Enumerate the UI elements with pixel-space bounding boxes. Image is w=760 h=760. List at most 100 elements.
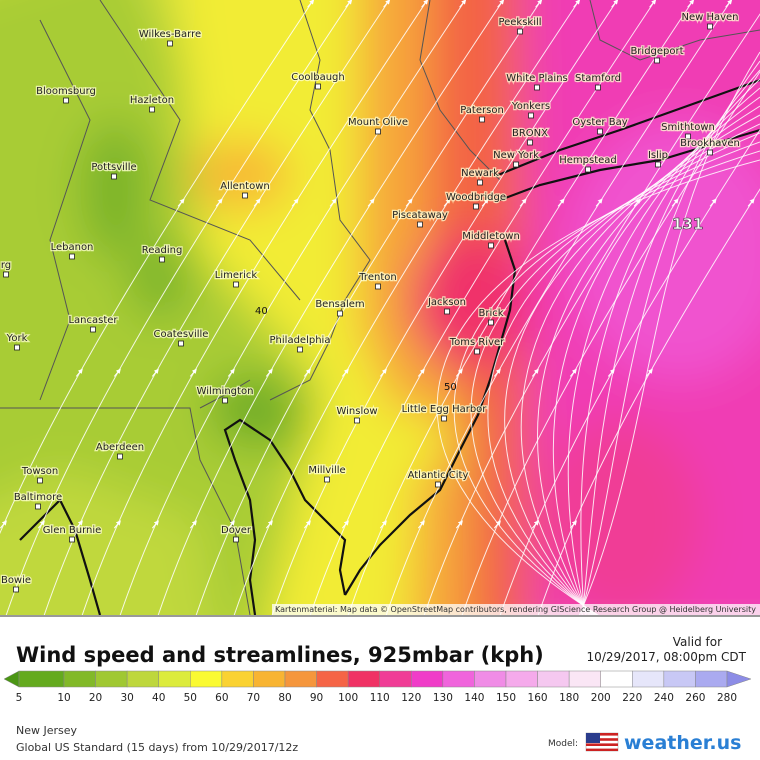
stream-arrow (493, 520, 501, 529)
stream-arrow (519, 198, 527, 207)
legend-label: 10 (57, 692, 70, 704)
stream-arrow (671, 198, 679, 207)
stream-arrow (481, 198, 489, 207)
city-label: White Plains (506, 73, 568, 84)
legend-label: 120 (401, 692, 421, 704)
city-dot (13, 586, 19, 593)
city-dot (117, 453, 123, 460)
streamline (537, 188, 760, 615)
city-label: Oyster Bay (572, 117, 627, 128)
legend-swatch (284, 670, 317, 688)
city-dot (597, 128, 603, 135)
city-dot (528, 112, 534, 119)
legend-high (726, 670, 752, 688)
stream-arrow (747, 198, 755, 207)
city-label: Middletown (462, 231, 520, 242)
stream-arrow (341, 368, 349, 377)
stream-arrow (151, 520, 159, 529)
streamline (309, 0, 656, 615)
city-label: Peekskill (498, 17, 541, 28)
city-dot (655, 161, 661, 168)
stream-arrow (645, 368, 653, 377)
city-label: Yonkers (511, 101, 550, 112)
city-label: Stamford (575, 73, 621, 84)
stream-arrow (595, 198, 603, 207)
city-dot (488, 242, 494, 249)
legend-label: 20 (89, 692, 102, 704)
city-label: Lancaster (68, 315, 118, 326)
stream-arrow (303, 368, 311, 377)
city-label: Piscataway (392, 210, 448, 221)
max-label: 131 (672, 215, 703, 233)
legend-swatch (411, 670, 444, 688)
contour-label: 40 (255, 306, 268, 317)
city-dot (685, 133, 691, 140)
stream-arrow (0, 520, 7, 529)
legend-label: 5 (16, 692, 23, 704)
city-dot (479, 116, 485, 123)
city-label: New Haven (681, 12, 738, 23)
city-dot (435, 481, 441, 488)
stream-arrow (443, 198, 451, 207)
city-label: rg (1, 260, 11, 271)
city-label: Newark (461, 168, 499, 179)
city-dot (444, 308, 450, 315)
city-label: Smithtown (661, 122, 715, 133)
streamline (580, 78, 760, 615)
stream-arrow (633, 198, 641, 207)
city-dot (417, 221, 423, 228)
city-dot (14, 344, 20, 351)
legend-label: 40 (152, 692, 165, 704)
borders (0, 0, 760, 615)
city-dot (233, 536, 239, 543)
streamline (157, 0, 504, 615)
contour-label: 50 (444, 382, 457, 393)
city-dot (474, 348, 480, 355)
legend-swatch (568, 670, 601, 688)
city-dot (375, 128, 381, 135)
city-dot (375, 283, 381, 290)
region: New Jersey (16, 724, 78, 737)
city-label: Coolbaugh (291, 72, 345, 83)
stream-arrow (607, 368, 615, 377)
city-dot (149, 106, 155, 113)
city-dot (707, 149, 713, 156)
streamline (453, 150, 760, 615)
stream-arrow (37, 520, 45, 529)
city-label: Bowie (1, 575, 31, 586)
stream-arrow (531, 368, 539, 377)
city-dot (488, 319, 494, 326)
legend-label: 240 (654, 692, 674, 704)
streamline (436, 159, 760, 615)
legend-swatch (537, 670, 570, 688)
city-dot (167, 40, 173, 47)
stream-arrow (113, 368, 121, 377)
city-label: Brick (478, 308, 503, 319)
legend-label: 90 (310, 692, 323, 704)
stream-arrow (291, 198, 299, 207)
stream-arrow (405, 198, 413, 207)
city-dot (585, 166, 591, 173)
stream-arrow (265, 520, 273, 529)
streamline (470, 141, 760, 615)
streamline (504, 123, 760, 615)
streamline (271, 0, 618, 615)
streamline (0, 0, 314, 535)
streamline (5, 0, 352, 615)
city-dot (337, 310, 343, 317)
city-label: Towson (21, 466, 58, 477)
legend-swatch (347, 670, 380, 688)
stream-arrow (303, 520, 311, 529)
legend-label: 220 (622, 692, 642, 704)
city-label: Baltimore (14, 492, 62, 503)
stream-arrow (557, 198, 565, 207)
attribution-bg (272, 604, 760, 615)
color-legend: 5 10 20 30 40 50 60 70 80 90 100 110 120 130 140 150 160… (3, 670, 752, 704)
streamline (81, 0, 428, 615)
stream-arrow (417, 520, 425, 529)
stream-arrow (75, 368, 83, 377)
legend-label: 130 (433, 692, 453, 704)
streamline (347, 0, 694, 615)
city-label: Bridgeport (630, 46, 683, 57)
